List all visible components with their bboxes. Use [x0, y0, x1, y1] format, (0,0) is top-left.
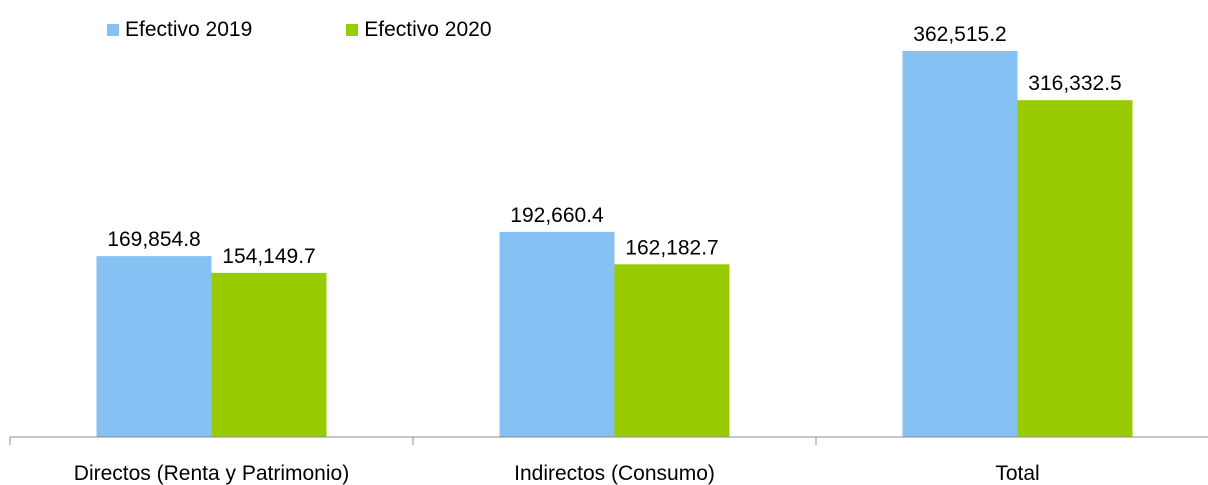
x-tick-label-2: Total: [995, 462, 1039, 485]
bar-2020-0: [211, 272, 327, 437]
x-axis: Directos (Renta y Patrimonio) Indirectos …: [9, 436, 1208, 485]
chart-legend: Efectivo 2019 Efectivo 2020: [107, 18, 586, 42]
data-label-2020-0: 154,149.7: [222, 245, 315, 268]
legend-item-2019: Efectivo 2019: [107, 18, 252, 42]
bar-2019-1: [499, 231, 615, 437]
bar-2019-0: [96, 256, 212, 437]
bar-2019-2: [902, 51, 1018, 437]
data-label-2020-2: 316,332.5: [1028, 72, 1121, 95]
bars-layer: [96, 51, 1133, 437]
legend-swatch-2020: [346, 24, 359, 36]
x-tick-label-1: Indirectos (Consumo): [514, 462, 715, 485]
data-label-2019-2: 362,515.2: [913, 23, 1006, 46]
data-labels-layer: 169,854.8 154,149.7 192,660.4 162,182.7 362,…: [107, 23, 1121, 268]
data-label-2019-0: 169,854.8: [107, 228, 200, 251]
legend-label-2020: Efectivo 2020: [364, 18, 492, 41]
data-label-2020-1: 162,182.7: [625, 236, 718, 259]
data-label-2019-1: 192,660.4: [510, 204, 604, 227]
legend-label-2019: Efectivo 2019: [125, 18, 253, 41]
bar-2020-1: [614, 264, 730, 437]
bar-2020-2: [1017, 100, 1133, 437]
legend-swatch-2019: [107, 24, 119, 36]
legend-item-2020: Efectivo 2020: [346, 18, 492, 42]
x-tick-label-0: Directos (Renta y Patrimonio): [74, 462, 349, 485]
